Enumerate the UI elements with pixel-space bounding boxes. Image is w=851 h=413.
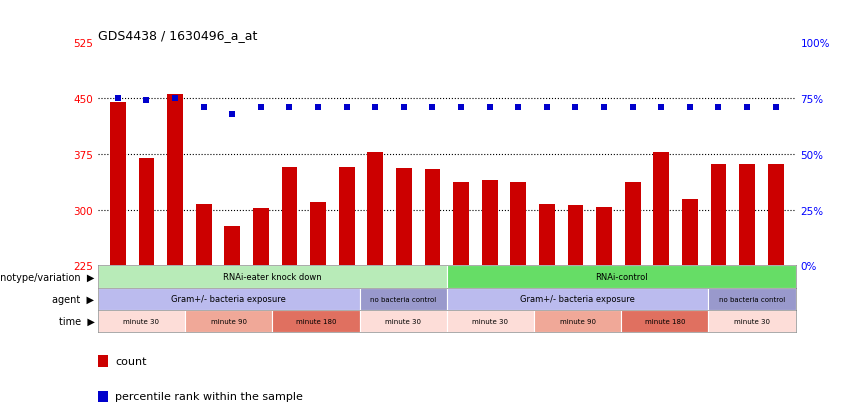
Bar [425,169,440,266]
Bar [621,310,708,332]
Text: minute 30: minute 30 [123,318,159,324]
Text: minute 180: minute 180 [295,318,336,324]
Bar [110,103,126,266]
Text: GDS4438 / 1630496_a_at: GDS4438 / 1630496_a_at [98,29,257,42]
Point [740,104,754,111]
Point [454,104,468,111]
Point [768,104,782,111]
Bar [511,183,526,266]
Bar [311,203,326,266]
Point [654,104,668,111]
Bar [597,208,612,266]
Point [483,104,496,111]
Point [254,104,268,111]
Text: no bacteria control: no bacteria control [719,296,785,302]
Point [540,104,554,111]
Bar [482,180,498,266]
Text: minute 90: minute 90 [211,318,247,324]
Point [683,104,697,111]
Bar [568,206,583,266]
Bar [654,152,669,266]
Bar [282,167,297,266]
Bar [359,310,447,332]
Bar [359,288,447,310]
Text: genotype/variation  ▶: genotype/variation ▶ [0,272,94,282]
Text: Gram+/- bacteria exposure: Gram+/- bacteria exposure [171,294,286,304]
Bar [740,164,755,266]
Text: time  ▶: time ▶ [59,316,94,326]
Point [625,104,639,111]
Point [340,104,353,111]
Bar [625,183,641,266]
Bar [98,266,447,288]
Bar [98,310,186,332]
Bar [447,266,796,288]
Point [311,104,325,111]
Point [140,98,153,104]
Bar [339,167,355,266]
Point [368,104,382,111]
Text: no bacteria control: no bacteria control [370,296,437,302]
Text: agent  ▶: agent ▶ [53,294,94,304]
Bar [186,310,272,332]
Bar [682,199,698,266]
Bar [98,288,359,310]
Bar [539,204,555,266]
Point [711,104,725,111]
Point [397,104,411,111]
Bar [139,158,154,266]
Bar [534,310,621,332]
Text: minute 30: minute 30 [734,318,770,324]
Bar [447,310,534,332]
Text: RNAi-eater knock down: RNAi-eater knock down [223,273,322,281]
Point [568,104,582,111]
Bar [225,226,240,266]
Text: percentile rank within the sample: percentile rank within the sample [115,392,303,401]
Bar [272,310,360,332]
Text: minute 30: minute 30 [386,318,421,324]
Point [226,111,239,118]
Text: count: count [115,356,146,366]
Text: Gram+/- bacteria exposure: Gram+/- bacteria exposure [520,294,635,304]
Text: RNAi-control: RNAi-control [595,273,648,281]
Point [426,104,439,111]
Point [197,104,210,111]
Bar [768,164,784,266]
Bar [196,204,212,266]
Point [283,104,296,111]
Bar [709,310,796,332]
Bar [711,164,727,266]
Point [511,104,525,111]
Point [168,96,182,102]
Bar [167,95,183,266]
Text: minute 180: minute 180 [644,318,685,324]
Bar [709,288,796,310]
Text: minute 90: minute 90 [560,318,596,324]
Bar [368,152,383,266]
Point [111,96,125,102]
Text: minute 30: minute 30 [472,318,508,324]
Bar [447,288,708,310]
Point [597,104,611,111]
Bar [253,209,269,266]
Bar [454,183,469,266]
Bar [396,169,412,266]
